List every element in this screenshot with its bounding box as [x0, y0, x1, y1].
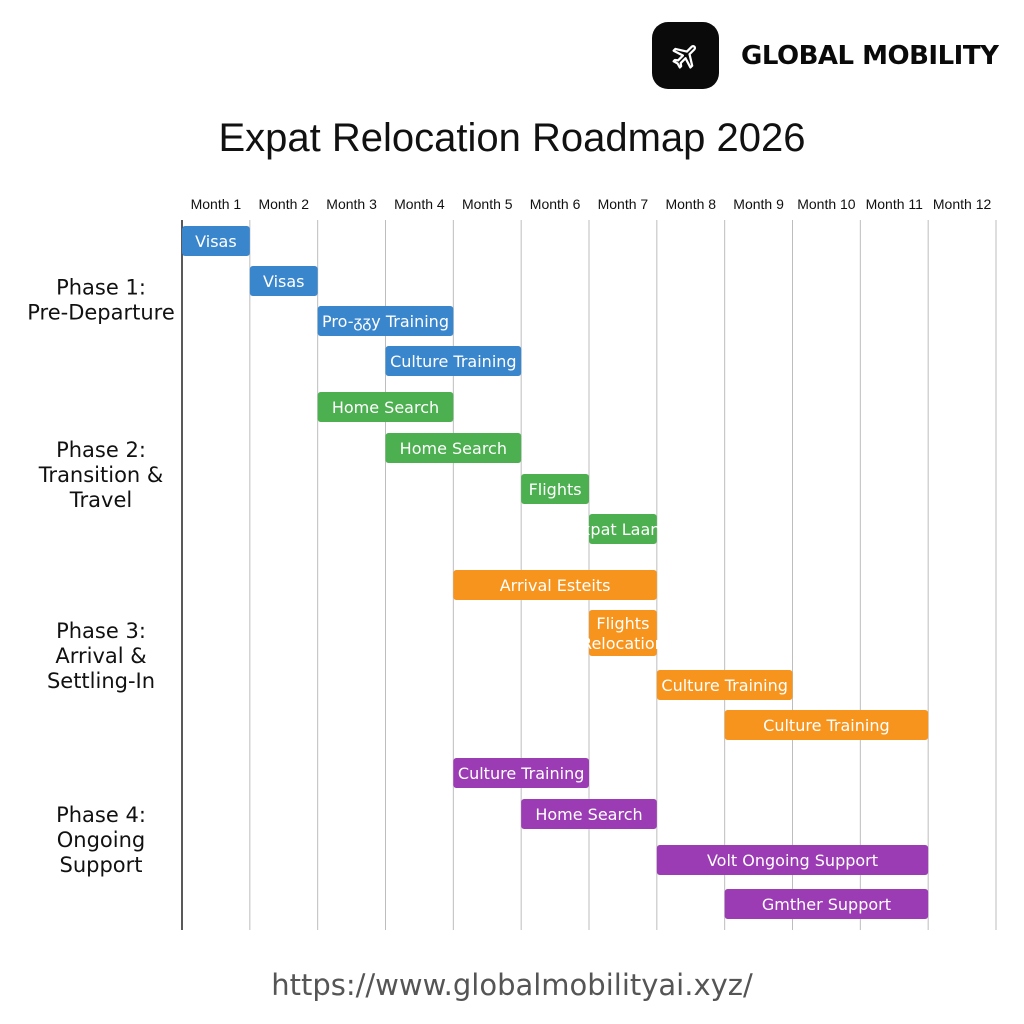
- task-bar-label: Flights: [529, 480, 582, 499]
- month-header: Month 1 Month 2 Month 3 Month 4 Month 5 Month…: [191, 196, 992, 212]
- phase-label: Phase 4: Ongoing Support: [56, 803, 146, 877]
- phase-label-line: Phase 4:: [56, 803, 146, 827]
- task-bar: [453, 758, 589, 788]
- phase-label: Phase 3: Arrival & Settling-In: [47, 619, 155, 693]
- task-bar: [724, 889, 929, 919]
- phase-label-line: Settling-In: [47, 669, 155, 693]
- phase-label-line: Transition &: [38, 463, 164, 487]
- task-bar-label-line: Culture Training: [763, 716, 889, 735]
- task-bar-label: Home Search: [535, 805, 642, 824]
- task-bar: [589, 610, 657, 656]
- task-bar-label: Visas: [195, 232, 237, 251]
- task-bar-label: Visas: [263, 272, 305, 291]
- month-label: Month 3: [326, 196, 377, 212]
- task-bar-label: Gmther Support: [762, 895, 891, 914]
- month-label: Month 4: [394, 196, 445, 212]
- task-bar-label: Culture Training: [458, 764, 584, 783]
- month-label: Month 8: [665, 196, 716, 212]
- task-bar-label-line: Volt Ongoing Support: [707, 851, 878, 870]
- task-bar: [656, 845, 929, 875]
- month-label: Month 10: [797, 196, 856, 212]
- task-bar: [385, 433, 522, 463]
- phase-label-line: Ongoing: [57, 828, 146, 852]
- task-bar-label-line: Flights: [596, 614, 649, 633]
- task-bar: [453, 570, 657, 600]
- task-bar-label-line: Relocation: [581, 634, 665, 653]
- month-label: Month 6: [530, 196, 581, 212]
- task-bar-label-line: Visas: [263, 272, 305, 291]
- brand-header: GLOBAL MOBILITY: [652, 22, 999, 89]
- task-bar-label: Expat Laants: [571, 520, 675, 539]
- month-label: Month 12: [933, 196, 992, 212]
- task-bar: [724, 710, 929, 740]
- task-bar-label: Culture Training: [763, 716, 889, 735]
- task-bar-label: Home Search: [400, 439, 507, 458]
- task-bar: [249, 266, 318, 296]
- month-label: Month 7: [598, 196, 649, 212]
- brand-name: GLOBAL MOBILITY: [741, 40, 999, 71]
- phase-label-line: Support: [59, 853, 142, 877]
- task-bar-label-line: Expat Laants: [571, 520, 675, 539]
- phase-label-line: Pre-Departure: [27, 301, 175, 325]
- chart-title: Expat Relocation Roadmap 2026: [0, 116, 1024, 161]
- task-bar-label: Home Search: [332, 398, 439, 417]
- phase-label-line: Phase 3:: [56, 619, 146, 643]
- month-label: Month 2: [258, 196, 309, 212]
- task-bar-label: Culture Training: [390, 352, 516, 371]
- task-bar-label-line: Gmther Support: [762, 895, 891, 914]
- phase-label-line: Phase 2:: [56, 438, 146, 462]
- task-bar-label-line: Home Search: [535, 805, 642, 824]
- month-label: Month 9: [733, 196, 784, 212]
- month-label: Month 5: [462, 196, 513, 212]
- month-label: Month 1: [191, 196, 242, 212]
- task-bar-label-line: Culture Training: [390, 352, 516, 371]
- task-bar: [521, 799, 657, 829]
- task-bar-label: Flights Relocation: [581, 614, 665, 653]
- task-bar: [589, 514, 657, 544]
- month-label: Month 11: [866, 196, 924, 212]
- phase-label-line: Travel: [69, 488, 132, 512]
- task-bar: [317, 392, 454, 422]
- task-bar-label: Arrival Esteits: [500, 576, 611, 595]
- task-bar: [385, 346, 522, 376]
- footer-url[interactable]: https://www.globalmobilityai.xyz/: [271, 968, 753, 1002]
- task-bar-label-line: Flights: [529, 480, 582, 499]
- phase-label-line: Arrival &: [55, 644, 146, 668]
- task-bar: [182, 226, 250, 256]
- task-bar-label: Pro-ᵹᵹy Training: [322, 312, 449, 331]
- task-bar-label-line: Visas: [195, 232, 237, 251]
- task-bar-label: Culture Training: [661, 676, 787, 695]
- task-bar-label-line: Arrival Esteits: [500, 576, 611, 595]
- airplane-icon: [672, 44, 696, 69]
- task-bar-label-line: Home Search: [400, 439, 507, 458]
- task-bar: [521, 474, 589, 504]
- task-bar-label-line: Home Search: [332, 398, 439, 417]
- task-bar-label-line: Culture Training: [661, 676, 787, 695]
- phase-labels: Phase 1: Pre-Departure Phase 2: Transition …: [27, 276, 175, 878]
- task-bars: Visas Visas Pro-ᵹᵹy Training Culture Traini…: [182, 226, 929, 919]
- phase-label: Phase 1: Pre-Departure: [27, 276, 175, 325]
- task-bar: [317, 306, 454, 336]
- task-bar-label-line: Culture Training: [458, 764, 584, 783]
- task-bar-label: Volt Ongoing Support: [707, 851, 878, 870]
- task-bar-label-line: Pro-ᵹᵹy Training: [322, 312, 449, 331]
- brand-logo: [652, 22, 719, 89]
- chart-title-text: Expat Relocation Roadmap 2026: [218, 116, 806, 160]
- phase-label: Phase 2: Transition & Travel: [38, 438, 164, 512]
- task-bar: [656, 670, 793, 700]
- phase-label-line: Phase 1:: [56, 276, 146, 300]
